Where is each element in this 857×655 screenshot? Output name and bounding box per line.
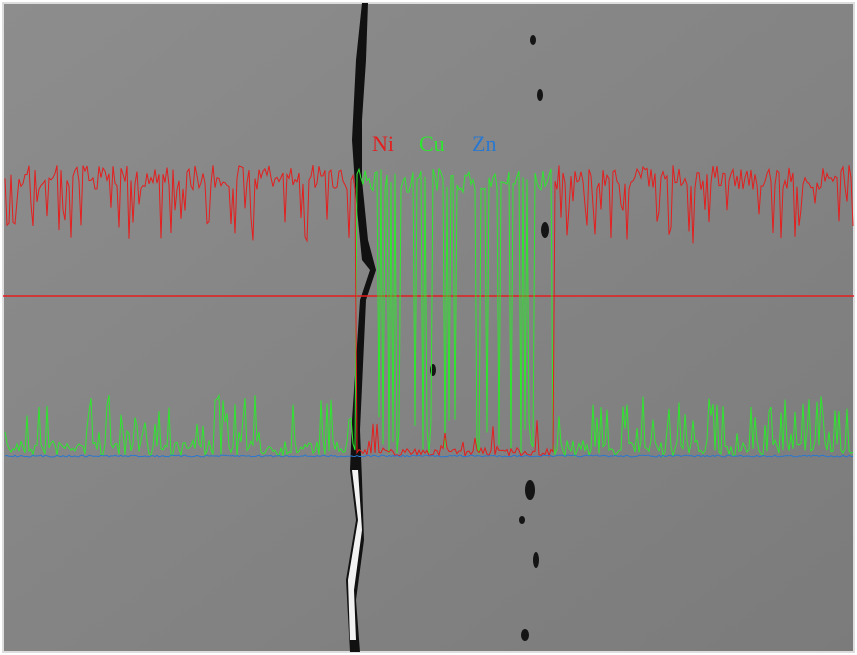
- crack-edge: [348, 470, 362, 640]
- legend-ni: Ni: [372, 131, 394, 156]
- profiles: [4, 165, 854, 458]
- cu-profile: [4, 167, 854, 458]
- crack: [346, 3, 376, 652]
- pores: [430, 35, 549, 641]
- legend-zn: Zn: [472, 131, 496, 156]
- zn-profile: [4, 454, 854, 458]
- micrograph: [3, 3, 854, 652]
- legend-cu: Cu: [419, 131, 445, 156]
